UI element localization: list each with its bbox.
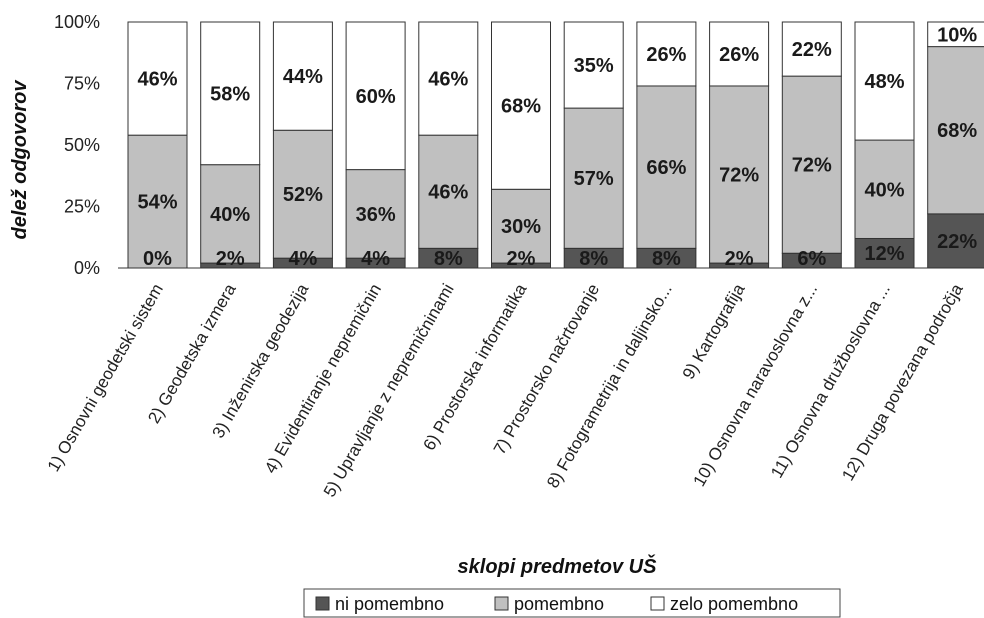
legend-swatch: [315, 596, 330, 611]
bar-segment: [200, 21, 261, 166]
data-label: 22%: [937, 231, 977, 253]
data-label: 4%: [361, 248, 390, 270]
bar-segment: [418, 21, 479, 136]
data-label: 52%: [283, 184, 323, 206]
bar-segment: [127, 134, 188, 269]
y-tick-label: 75%: [64, 74, 100, 94]
data-label: 36%: [356, 204, 396, 226]
bar-segment: [781, 21, 842, 77]
data-label: 46%: [137, 69, 177, 91]
data-label: 60%: [356, 86, 396, 108]
category-label: 9) Kartografija: [679, 280, 749, 382]
bar-segment: [491, 21, 551, 190]
bars: [127, 21, 984, 269]
data-label: 8%: [652, 248, 681, 270]
y-tick-label: 0%: [74, 258, 100, 278]
y-tick-label: 25%: [64, 197, 100, 217]
category-label: 10) Osnovna naravoslovna z...: [690, 281, 822, 490]
y-tick-label: 100%: [54, 12, 100, 32]
bar-segment: [345, 169, 406, 259]
category-label: 12) Druga povezana področja: [838, 280, 967, 484]
y-tick-label: 50%: [64, 135, 100, 155]
bar-segment: [927, 46, 984, 215]
category-label: 8) Fotogrametrija in daljinsko...: [543, 281, 676, 492]
bar-segment: [272, 21, 333, 131]
x-axis-title: sklopi predmetov UŠ: [458, 554, 658, 578]
category-label: 11) Osnovna družboslovna ...: [767, 281, 894, 482]
bar-segment: [200, 164, 261, 264]
data-label: 72%: [719, 165, 759, 187]
data-label: 68%: [501, 96, 541, 118]
bar-segment: [636, 21, 697, 87]
data-label: 46%: [428, 69, 468, 91]
data-label: 68%: [937, 120, 977, 142]
bar-segment: [127, 21, 188, 136]
legend-label: ni pomembno: [335, 594, 444, 614]
data-label: 26%: [646, 44, 686, 66]
data-label: 35%: [574, 55, 614, 77]
y-axis-ticks: 0% 25% 50% 75% 100%: [54, 12, 100, 278]
bar-segment: [418, 134, 479, 249]
bar-segment: [491, 188, 551, 264]
legend-swatch: [650, 596, 665, 611]
legend-label: zelo pomembno: [670, 594, 798, 614]
data-labels: 0% 54% 46% 2% 40% 58% 4% 52% 44% 4% 36% 60% 8% 46% 46%…: [137, 24, 977, 270]
y-axis-title: delež odgovorov: [9, 79, 31, 240]
legend: ni pomembno pomembno zelo pomembno: [303, 588, 841, 618]
legend-swatch: [494, 596, 509, 611]
data-label: 66%: [646, 157, 686, 179]
bar-segment: [781, 75, 842, 254]
data-label: 6%: [797, 248, 826, 270]
data-label: 40%: [864, 179, 904, 201]
bar-segment: [636, 85, 697, 249]
category-label: 5) Upravljanje z nepremičninami: [320, 281, 458, 501]
data-label: 26%: [719, 44, 759, 66]
data-label: 12%: [864, 243, 904, 265]
data-label: 57%: [574, 168, 614, 190]
data-label: 30%: [501, 216, 541, 238]
legend-box: [303, 588, 841, 618]
data-label: 72%: [792, 155, 832, 177]
bar-segment: [345, 21, 406, 171]
data-label: 48%: [864, 71, 904, 93]
data-label: 54%: [137, 192, 177, 214]
bar-segment: [854, 139, 915, 239]
legend-label: pomembno: [514, 594, 604, 614]
data-label: 10%: [937, 24, 977, 46]
data-label: 2%: [725, 248, 754, 270]
bar-segment: [563, 21, 624, 109]
data-label: 58%: [210, 83, 250, 105]
bar-segment: [927, 21, 984, 48]
bar-segment: [854, 21, 915, 141]
bar-segment: [709, 85, 770, 264]
data-label: 2%: [216, 248, 245, 270]
category-label: 1) Osnovni geodetski sistem: [44, 281, 167, 475]
data-label: 8%: [434, 248, 463, 270]
data-label: 44%: [283, 66, 323, 88]
data-label: 2%: [507, 248, 536, 270]
bar-segment: [563, 107, 624, 249]
bar-segment: [709, 21, 770, 87]
data-label: 40%: [210, 204, 250, 226]
data-label: 22%: [792, 39, 832, 61]
data-label: 0%: [143, 248, 172, 270]
data-label: 4%: [288, 248, 317, 270]
data-label: 8%: [579, 248, 608, 270]
data-label: 46%: [428, 182, 468, 204]
